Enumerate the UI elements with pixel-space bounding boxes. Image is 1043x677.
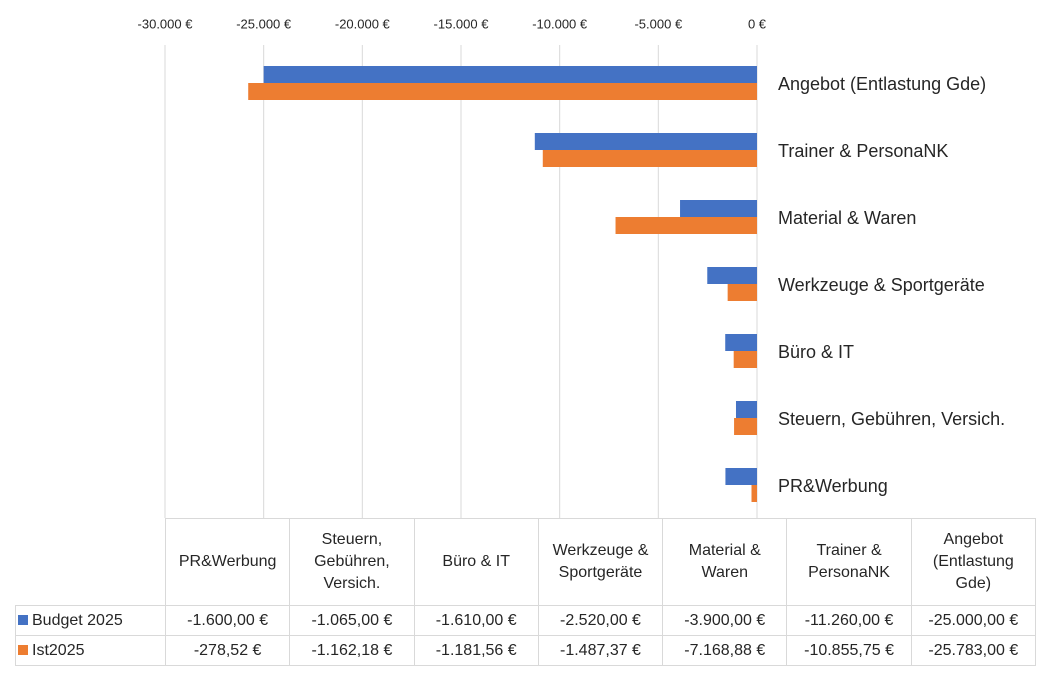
data-cell: -3.900,00 € bbox=[662, 605, 788, 636]
header-cell: Material & Waren bbox=[662, 518, 788, 606]
legend-swatch bbox=[18, 614, 28, 625]
data-cell: -25.783,00 € bbox=[910, 635, 1037, 666]
bar bbox=[615, 217, 757, 234]
header-cell: Büro & IT bbox=[413, 518, 539, 606]
x-tick-label: -20.000 € bbox=[335, 16, 391, 31]
corner-cell bbox=[15, 518, 166, 606]
data-row: Ist2025 -278,52 € -1.162,18 € -1.181,56 € -1… bbox=[15, 635, 1037, 666]
chart: -30.000 € -25.000 € -20.000 € -15.000 € -10.… bbox=[138, 16, 1005, 518]
data-row: Budget 2025 -1.600,00 € -1.065,00 € -1.610,… bbox=[15, 605, 1037, 636]
legend-cell: Budget 2025 bbox=[15, 605, 166, 636]
legend-label: Ist2025 bbox=[32, 641, 85, 659]
data-cell: -1.162,18 € bbox=[289, 635, 415, 666]
header-cell: Angebot (Entlastung Gde) bbox=[910, 518, 1037, 606]
data-table: PR&Werbung Steuern, Gebühren, Versich. Bür… bbox=[15, 518, 1037, 666]
header-cell: Werkzeuge & Sportgeräte bbox=[537, 518, 664, 606]
data-cell: -1.600,00 € bbox=[164, 605, 291, 636]
header-cell: Trainer & PersonaNK bbox=[786, 518, 912, 606]
data-cell: -10.855,75 € bbox=[786, 635, 912, 666]
bar bbox=[680, 200, 757, 217]
x-tick-label: -30.000 € bbox=[138, 16, 194, 31]
bar bbox=[725, 468, 757, 485]
header-row: PR&Werbung Steuern, Gebühren, Versich. Bür… bbox=[15, 518, 1037, 606]
bar bbox=[733, 351, 757, 368]
data-cell: -1.487,37 € bbox=[537, 635, 664, 666]
data-cell: -1.610,00 € bbox=[413, 605, 539, 636]
data-cell: -7.168,88 € bbox=[662, 635, 788, 666]
header-cell: Steuern, Gebühren, Versich. bbox=[289, 518, 415, 606]
bar bbox=[734, 418, 757, 435]
bar bbox=[534, 133, 757, 150]
data-cell: -278,52 € bbox=[164, 635, 291, 666]
category-label: Steuern, Gebühren, Versich. bbox=[778, 409, 1005, 429]
category-label: Trainer & PersonaNK bbox=[778, 141, 948, 161]
legend-label: Budget 2025 bbox=[32, 611, 123, 629]
bar bbox=[707, 267, 757, 284]
category-label: Material & Waren bbox=[778, 208, 916, 228]
category-label: Werkzeuge & Sportgeräte bbox=[778, 275, 985, 295]
data-cell: -1.181,56 € bbox=[413, 635, 539, 666]
bar bbox=[751, 485, 757, 502]
x-tick-label: -5.000 € bbox=[634, 16, 682, 31]
legend-swatch bbox=[18, 644, 28, 655]
x-tick-label: -25.000 € bbox=[236, 16, 292, 31]
data-cell: -25.000,00 € bbox=[910, 605, 1037, 636]
x-tick-label: -15.000 € bbox=[434, 16, 490, 31]
header-cell: PR&Werbung bbox=[164, 518, 291, 606]
bar bbox=[542, 150, 757, 167]
x-tick-label: 0 € bbox=[748, 16, 767, 31]
category-label: PR&Werbung bbox=[778, 476, 888, 496]
bar bbox=[725, 334, 757, 351]
category-label: Büro & IT bbox=[778, 342, 854, 362]
bar bbox=[727, 284, 757, 301]
bar bbox=[735, 401, 757, 418]
data-cell: -2.520,00 € bbox=[537, 605, 664, 636]
data-cell: -1.065,00 € bbox=[289, 605, 415, 636]
legend-cell: Ist2025 bbox=[15, 635, 166, 666]
data-cell: -11.260,00 € bbox=[786, 605, 912, 636]
bar bbox=[248, 83, 758, 100]
bar bbox=[263, 66, 757, 83]
category-label: Angebot (Entlastung Gde) bbox=[778, 74, 986, 94]
x-tick-label: -10.000 € bbox=[532, 16, 588, 31]
